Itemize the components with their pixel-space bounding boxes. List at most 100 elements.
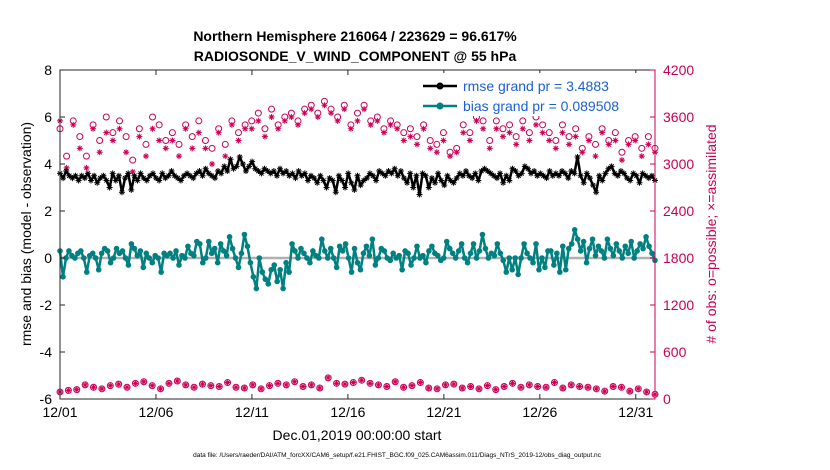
obs_possible-point (129, 156, 137, 164)
obs_bottom_possible-point (307, 381, 315, 389)
obs_assimilated-point (367, 121, 374, 128)
bias-point (232, 255, 239, 261)
rmse-point (115, 172, 122, 179)
obs_bottom_assimilated-point (451, 381, 457, 387)
rmse-point (270, 168, 277, 175)
chart-title-line2: RADIOSONDE_V_WIND_COMPONENT @ 55 hPa (194, 48, 517, 64)
rmse-point (599, 177, 606, 184)
obs_assimilated-point (453, 149, 460, 156)
x-tick-label: 12/11 (235, 404, 269, 420)
obs_bottom_possible-point (483, 382, 491, 390)
obs_bottom_possible-point (299, 382, 307, 390)
rmse-point (184, 170, 191, 177)
bias-point (327, 245, 334, 252)
rmse-point (295, 168, 302, 175)
bias-point (426, 248, 432, 254)
bias-point (360, 250, 367, 257)
obs_assimilated-point (347, 125, 354, 132)
obs_bottom_assimilated-point (225, 379, 231, 386)
bias-point (405, 250, 411, 257)
bias-point (104, 248, 111, 254)
obs_bottom_possible-point (232, 383, 240, 391)
obs_assimilated-point (493, 125, 500, 132)
rmse-point (410, 184, 417, 191)
obs_bottom_possible-point (140, 378, 148, 386)
obs_bottom_assimilated-point (400, 384, 407, 390)
obs_bottom_assimilated-point (585, 384, 591, 390)
bias-point (226, 234, 233, 240)
bias-point (182, 255, 188, 261)
bias-point (113, 245, 120, 252)
obs_bottom_assimilated-point (417, 379, 423, 386)
rmse-point (373, 177, 380, 184)
rmse-point (630, 170, 637, 177)
bias-point (95, 266, 102, 273)
obs_bottom_assimilated-point (107, 383, 113, 389)
rmse-point (255, 168, 262, 175)
bias-point (66, 248, 72, 254)
rmse-point (205, 170, 212, 177)
obs_bottom_possible-point (165, 379, 173, 387)
obs_possible-point (400, 129, 408, 137)
obs_bottom_possible-point (576, 382, 584, 390)
obs_assimilated-point (480, 125, 487, 132)
obs_bottom_assimilated-point (116, 381, 122, 387)
legend-rmse-swatch-marker (436, 82, 444, 90)
obs_bottom_possible-point (542, 383, 550, 391)
obs_bottom_assimilated-point (392, 379, 398, 385)
bias-point (577, 248, 584, 254)
obs_bottom_assimilated-point (484, 383, 490, 389)
obs_bottom_assimilated-point (241, 385, 247, 391)
obs_assimilated-point (76, 145, 83, 152)
obs_possible-point (486, 137, 494, 144)
bias-point (497, 250, 504, 257)
rmse-point (218, 170, 225, 177)
obs_bottom_possible-point (441, 381, 449, 389)
bias-point (509, 266, 515, 273)
rmse-point (314, 179, 321, 186)
rmse-point (335, 172, 342, 179)
obs_bottom_assimilated-point (476, 386, 482, 392)
chart-title-line1: Northern Hemisphere 216064 / 223629 = 96… (193, 28, 517, 44)
rmse-point (503, 172, 510, 179)
bias-point (610, 252, 617, 259)
rmse-point (497, 170, 504, 177)
rmse-point (624, 175, 631, 182)
obs_assimilated-point (195, 129, 202, 136)
obs_bottom_assimilated-point (157, 386, 164, 392)
bias-point (464, 259, 471, 266)
rmse-point (289, 170, 296, 177)
obs_assimilated-point (387, 121, 394, 128)
bias-point (146, 255, 153, 261)
rmse-point (63, 168, 70, 175)
rmse-point (193, 170, 200, 177)
rmse-point (475, 177, 482, 184)
obs_assimilated-point (447, 153, 454, 160)
rmse-point (435, 170, 442, 177)
bias-point (63, 255, 69, 261)
obs_assimilated-point (519, 125, 526, 132)
obs_bottom_possible-point (391, 378, 399, 386)
bias-point (72, 255, 78, 261)
bias-point (512, 255, 518, 261)
obs_assimilated-point (162, 145, 169, 152)
obs_bottom_possible-point (324, 374, 332, 382)
obs_bottom_assimilated-point (518, 384, 524, 390)
obs_bottom_assimilated-point (183, 382, 189, 388)
y-right-tick-label: 2400 (663, 203, 694, 219)
obs_possible-point (268, 105, 276, 113)
y-axis-left: -6 -4 -2 0 2 4 6 8 (40, 62, 65, 407)
obs_possible-point (525, 129, 533, 137)
bias-point (167, 250, 173, 257)
rmse-point (118, 189, 125, 196)
rmse-point (593, 189, 600, 196)
obs_assimilated-point (103, 129, 110, 136)
rmse-point (69, 175, 76, 182)
bias-point (649, 250, 655, 257)
obs_bottom_possible-point (266, 382, 274, 390)
bias-point (60, 274, 66, 280)
rmse-point (326, 175, 333, 182)
obs_bottom_possible-point (400, 383, 408, 391)
bias-point (557, 269, 563, 275)
rmse-point (162, 175, 169, 182)
